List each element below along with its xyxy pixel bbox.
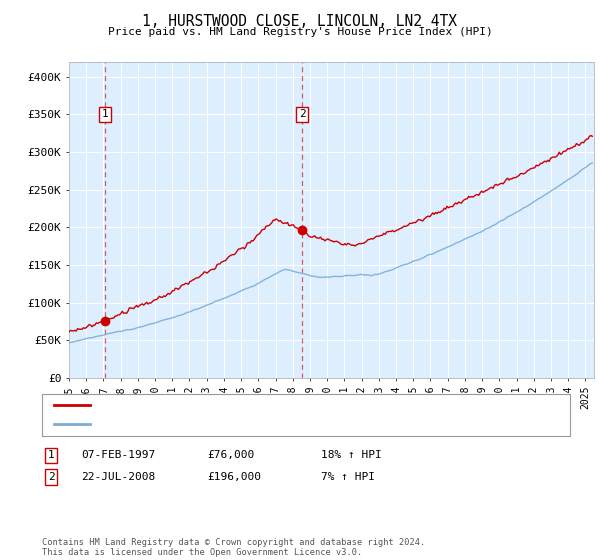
Text: £196,000: £196,000	[207, 472, 261, 482]
Text: 7% ↑ HPI: 7% ↑ HPI	[321, 472, 375, 482]
Text: 1: 1	[47, 450, 55, 460]
Text: 2: 2	[47, 472, 55, 482]
Text: Price paid vs. HM Land Registry's House Price Index (HPI): Price paid vs. HM Land Registry's House …	[107, 27, 493, 37]
Text: 07-FEB-1997: 07-FEB-1997	[81, 450, 155, 460]
Text: 1: 1	[102, 109, 109, 119]
Text: 1, HURSTWOOD CLOSE, LINCOLN, LN2 4TX (detached house): 1, HURSTWOOD CLOSE, LINCOLN, LN2 4TX (de…	[102, 400, 420, 410]
Text: 18% ↑ HPI: 18% ↑ HPI	[321, 450, 382, 460]
Text: £76,000: £76,000	[207, 450, 254, 460]
Text: Contains HM Land Registry data © Crown copyright and database right 2024.
This d: Contains HM Land Registry data © Crown c…	[42, 538, 425, 557]
Text: 1, HURSTWOOD CLOSE, LINCOLN, LN2 4TX: 1, HURSTWOOD CLOSE, LINCOLN, LN2 4TX	[143, 14, 458, 29]
Text: 2: 2	[299, 109, 305, 119]
Text: HPI: Average price, detached house, Lincoln: HPI: Average price, detached house, Linc…	[102, 419, 360, 429]
Text: 22-JUL-2008: 22-JUL-2008	[81, 472, 155, 482]
